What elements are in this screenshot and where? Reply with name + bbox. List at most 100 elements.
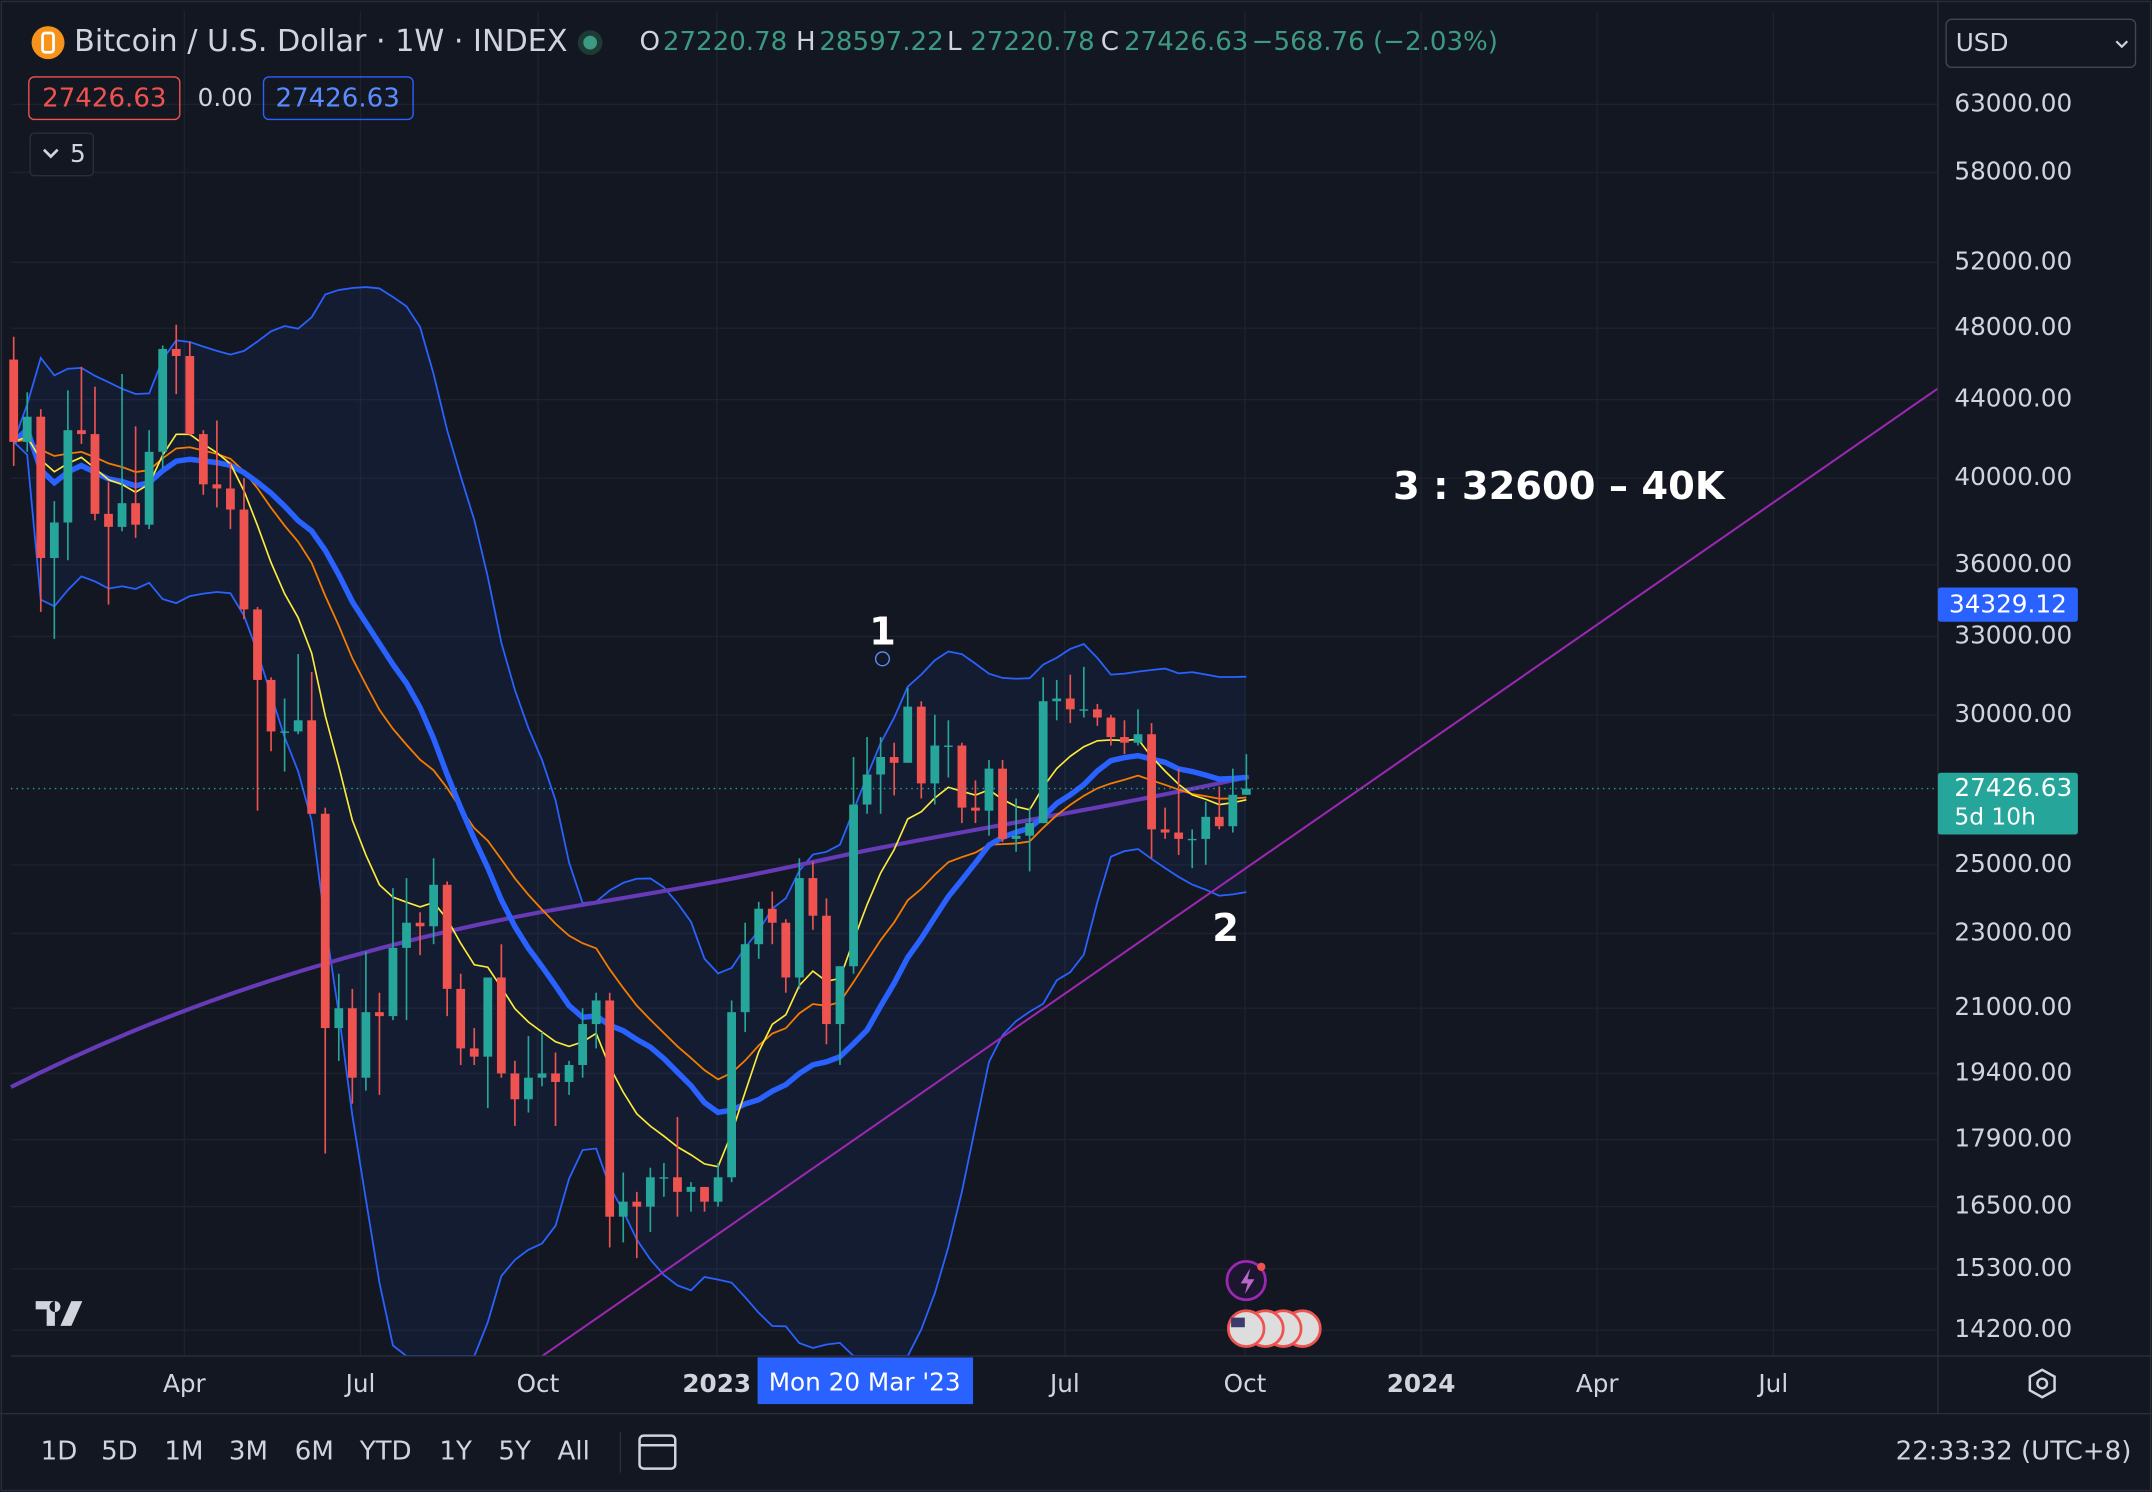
flag-canton xyxy=(1231,1317,1245,1328)
y-tick-label: 48000.00 xyxy=(1954,312,2072,341)
candle-body xyxy=(49,522,59,558)
candle-body xyxy=(1106,717,1116,738)
x-tick-label: Oct xyxy=(517,1369,560,1398)
ohlc-value: 27220.78 xyxy=(663,27,787,57)
timeframe-button[interactable]: All xyxy=(558,1437,590,1467)
candle-body xyxy=(280,731,290,733)
candle-body xyxy=(77,430,86,435)
timeframe-button[interactable]: 1M xyxy=(164,1437,203,1467)
y-tick-label: 63000.00 xyxy=(1954,88,2072,117)
candle-body xyxy=(659,1177,669,1179)
buy-box[interactable] xyxy=(262,76,414,121)
spread: 0.00 xyxy=(198,83,253,112)
timeframe-button[interactable]: 3M xyxy=(229,1437,268,1467)
ohlc-value: 27220.78 xyxy=(970,27,1094,57)
candle-body xyxy=(1228,794,1238,827)
candle-body xyxy=(347,1008,357,1078)
timeframe-button[interactable]: 1Y xyxy=(439,1437,472,1467)
tv-logo[interactable] xyxy=(35,1301,83,1326)
candle-body xyxy=(266,679,276,732)
y-tick-label: 14200.00 xyxy=(1954,1314,2072,1343)
candle-body xyxy=(849,804,858,967)
candle-body xyxy=(1052,698,1062,702)
date-range-icon[interactable] xyxy=(638,1434,677,1470)
y-tick-label: 21000.00 xyxy=(1954,992,2072,1021)
chevron xyxy=(42,148,59,159)
sell-price[interactable]: 27426.63 xyxy=(42,83,166,113)
y-tick-label: 16500.00 xyxy=(1954,1191,2072,1220)
candle-body xyxy=(1133,734,1143,743)
candle-body xyxy=(903,706,913,763)
indicator-toggle[interactable] xyxy=(29,132,95,177)
timeframe-button[interactable]: 6M xyxy=(295,1437,334,1467)
candle-body xyxy=(1147,734,1156,830)
ohlc-key: C xyxy=(1101,27,1119,57)
clock[interactable]: 22:33:32 (UTC+8) xyxy=(1896,1437,2132,1467)
candle-body xyxy=(605,1000,615,1217)
last-price: 27426.63 xyxy=(1954,773,2072,802)
timeframe-button[interactable]: YTD xyxy=(359,1437,412,1467)
candle-body xyxy=(537,1073,547,1078)
wave-label[interactable]: 1 xyxy=(869,610,896,655)
buy-price[interactable]: 27426.63 xyxy=(275,83,399,113)
wave-label[interactable]: 2 xyxy=(1212,906,1239,951)
bar-countdown: 5d 10h xyxy=(1954,803,2036,831)
candle-body xyxy=(334,1008,344,1029)
crosshair-price: 34329.12 xyxy=(1949,589,2067,618)
candle-body xyxy=(686,1186,696,1192)
candle-body xyxy=(930,745,940,784)
target-label[interactable]: 3 : 32600 – 40K xyxy=(1393,464,1726,509)
symbol-title[interactable]: Bitcoin / U.S. Dollar · 1W · INDEX xyxy=(74,24,567,59)
sell-box[interactable] xyxy=(28,76,181,121)
economic-events[interactable] xyxy=(1226,1309,1322,1348)
candle-body xyxy=(1120,737,1129,743)
y-tick-label: 36000.00 xyxy=(1954,549,2072,578)
change: −568.76 (−2.03%) xyxy=(1252,27,1498,57)
candle-body xyxy=(226,488,235,510)
y-tick-label: 33000.00 xyxy=(1954,620,2072,649)
candle-body xyxy=(320,813,330,1029)
candle-body xyxy=(713,1177,723,1202)
candle-body xyxy=(943,745,953,747)
x-tick-label: Apr xyxy=(1576,1369,1620,1398)
y-tick-label: 58000.00 xyxy=(1954,156,2072,185)
candle-body xyxy=(307,720,317,814)
trendline[interactable] xyxy=(541,387,1939,1357)
candle-body xyxy=(131,503,140,525)
timeframe-button[interactable]: 5D xyxy=(101,1437,138,1467)
candle-body xyxy=(1201,816,1211,839)
x-tick-label: Jul xyxy=(1048,1369,1080,1398)
ohlc-key: H xyxy=(796,27,816,57)
ohlc-key: O xyxy=(640,27,661,57)
candle-body xyxy=(402,922,411,948)
y-tick-label: 44000.00 xyxy=(1954,384,2072,413)
bitcoin-icon xyxy=(31,26,65,60)
currency[interactable]: USD xyxy=(1956,28,2009,57)
indicator-count[interactable]: 5 xyxy=(70,139,86,168)
candle-body xyxy=(673,1177,682,1192)
candle-body xyxy=(36,416,46,558)
candle-body xyxy=(1214,816,1224,827)
bollinger-fill xyxy=(13,287,1247,1357)
flag-icon[interactable] xyxy=(1226,1309,1266,1348)
candle-body xyxy=(740,944,750,1013)
candle-body xyxy=(1038,701,1048,824)
notification-dot xyxy=(1257,1262,1266,1271)
timeframe-button[interactable]: 5Y xyxy=(498,1437,531,1467)
crosshair-price-tag xyxy=(1937,587,2078,622)
candle-body xyxy=(578,1024,588,1066)
settings-icon[interactable] xyxy=(2028,1368,2056,1399)
y-tick-label: 17900.00 xyxy=(1954,1124,2072,1153)
candle-body xyxy=(971,807,980,811)
timeframe-button[interactable]: 1D xyxy=(41,1437,78,1467)
candle-body xyxy=(1160,829,1170,833)
x-tick-label: 2023 xyxy=(682,1369,751,1398)
bitcoin-icon-glyph xyxy=(41,31,55,54)
candle-body xyxy=(483,977,493,1057)
candle-body xyxy=(1092,709,1102,718)
y-tick-label: 23000.00 xyxy=(1954,917,2072,946)
currency-select[interactable] xyxy=(1945,18,2137,69)
candle-body xyxy=(117,503,127,527)
